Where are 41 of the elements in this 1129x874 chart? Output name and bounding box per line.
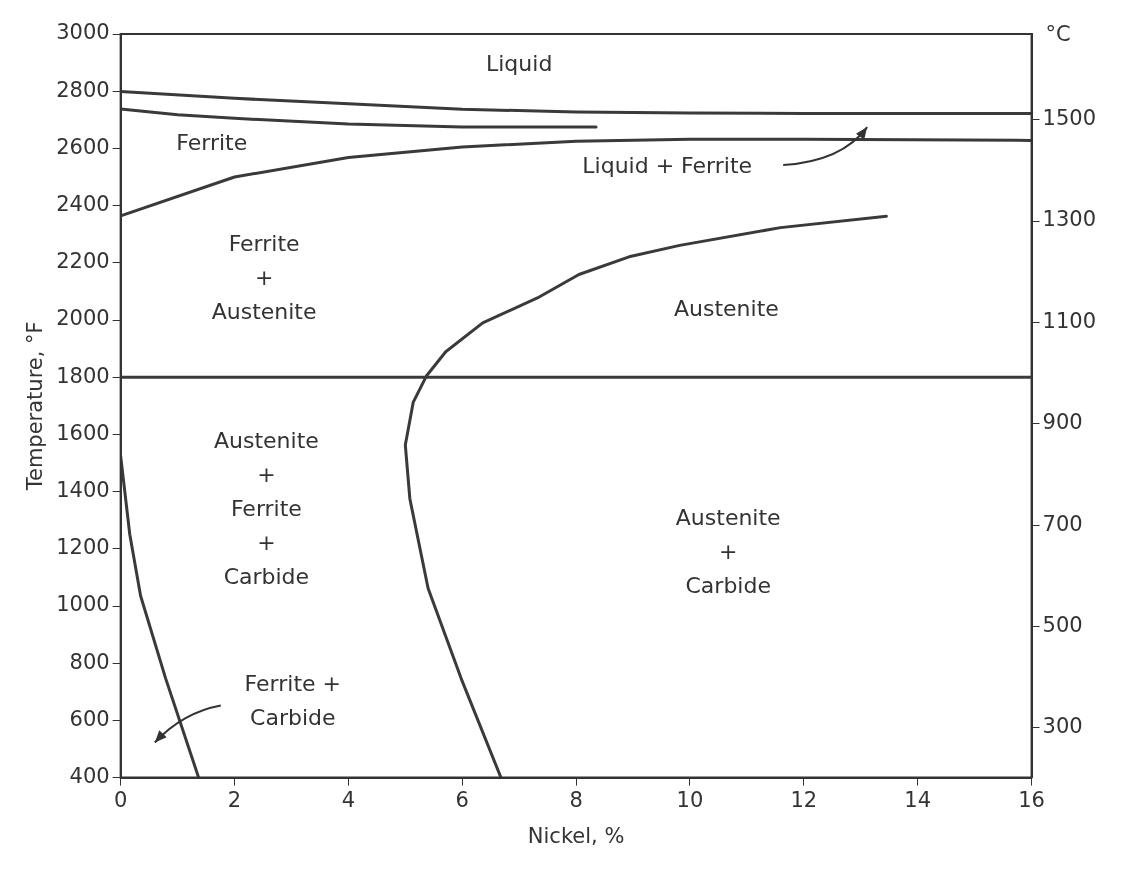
x-tick-label: 6: [455, 787, 469, 812]
x-tick-label: 4: [341, 787, 356, 812]
y-tick-label: 3000: [56, 20, 110, 45]
y-tick-label: 2600: [56, 134, 110, 159]
y-tick-label: 800: [69, 649, 110, 674]
annotation: Austenite: [673, 296, 779, 322]
x-tick-label: 14: [904, 787, 932, 812]
y2-tick-label: 1500: [1042, 106, 1097, 131]
y-tick-label: 1200: [56, 535, 110, 560]
y-tick-label: 1600: [56, 420, 110, 445]
x-tick-label: 10: [676, 787, 704, 812]
y-tick-label: 2200: [56, 249, 110, 274]
y-tick-label: 2000: [56, 306, 110, 331]
annotation: Austenite + Ferrite + Carbide: [213, 427, 319, 589]
x-axis-title: Nickel, %: [527, 823, 625, 848]
y2-tick-label: 1100: [1042, 308, 1097, 333]
y2-tick-label: 700: [1042, 511, 1083, 536]
y-tick-label: 1400: [56, 478, 110, 503]
annotation: Austenite + Carbide: [675, 504, 781, 598]
annotation: Ferrite + Austenite: [211, 231, 317, 325]
y-tick-label: 1000: [56, 592, 110, 617]
y2-tick-label: 900: [1042, 410, 1083, 435]
y2-tick-label: 500: [1042, 613, 1083, 637]
y-tick-label: 2800: [56, 77, 110, 102]
y-tick-label: 1800: [56, 363, 110, 388]
x-tick-label: 12: [790, 787, 818, 812]
y-tick-label: 2400: [56, 192, 110, 217]
x-tick-label: 0: [113, 787, 128, 812]
annotation: Ferrite: [176, 129, 248, 155]
x-tick-label: 8: [569, 787, 583, 812]
y-tick-label: 600: [69, 706, 110, 731]
y-tick-label: 400: [69, 764, 110, 789]
y2-tick-label: 1300: [1042, 207, 1097, 232]
annotation: Liquid: [485, 50, 553, 76]
y-axis-title: Temperature, °F: [23, 321, 48, 492]
y2-axis-title: °C: [1045, 22, 1071, 47]
x-tick-label: 2: [227, 787, 242, 812]
x-tick-label: 16: [1018, 787, 1045, 812]
y2-tick-label: 300: [1042, 714, 1083, 739]
annotation: Ferrite + Carbide: [244, 671, 341, 731]
annotation: Liquid + Ferrite: [582, 152, 753, 178]
